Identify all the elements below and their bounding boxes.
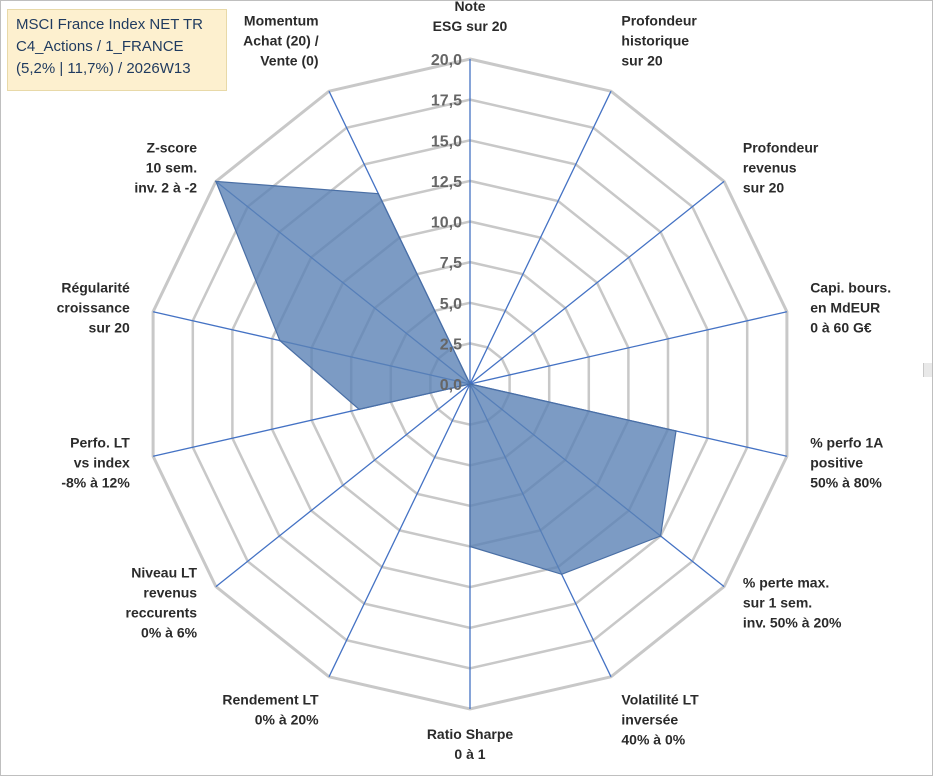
axis-label: Profondeur historique sur 20 [621, 13, 697, 69]
tick-label: 10,0 [431, 215, 462, 232]
tick-label: 0,0 [440, 377, 462, 394]
tick-label: 15,0 [431, 133, 462, 150]
axis-label-line: reccurents [126, 605, 198, 621]
series-point [377, 192, 380, 195]
axis-label-line: 0 à 1 [454, 746, 485, 762]
axis-label-line: sur 20 [621, 53, 662, 69]
axis-label-line: sur 1 sem. [743, 595, 812, 611]
axis-label-line: Achat (20) / [243, 33, 319, 49]
series-point [358, 408, 360, 411]
axis-label-line: 0% à 6% [141, 625, 198, 641]
axis-spoke [469, 180, 725, 385]
axis-label-line: positive [810, 455, 863, 471]
tick-label: 17,5 [431, 93, 462, 110]
series-point [469, 383, 471, 385]
series-point [560, 573, 563, 576]
axis-label-line: Momentum [244, 13, 319, 29]
scroll-handle[interactable] [923, 363, 932, 377]
tick-label: 5,0 [440, 296, 462, 313]
tick-label: 7,5 [440, 255, 462, 272]
axis-label: Perfo. LT vs index -8% à 12% [61, 435, 130, 491]
axis-label-line: Profondeur [743, 139, 819, 155]
axis-spoke [469, 90, 612, 385]
tick-label: 12,5 [431, 174, 462, 191]
axis-spoke [215, 383, 471, 588]
axis-label-line: inv. 50% à 20% [743, 615, 842, 631]
axis-label: Volatilité LT inversée 40% à 0% [621, 691, 699, 747]
axis-label-line: Capi. bours. [810, 279, 891, 295]
axis-label-line: ESG sur 20 [433, 18, 508, 34]
axis-label-line: en MdEUR [810, 299, 880, 315]
title-line-2: C4_Actions / 1_FRANCE [16, 38, 184, 55]
series-point [279, 339, 281, 342]
axis-label-line: -8% à 12% [61, 475, 130, 491]
axis-label: % perfo 1A positive 50% à 80% [810, 435, 883, 491]
axis-label-line: 0 à 60 G€ [810, 319, 872, 335]
axis-label-line: sur 20 [743, 179, 784, 195]
series-point [659, 535, 662, 537]
axis-label-line: vs index [74, 455, 130, 471]
axis-label-line: % perfo 1A [810, 435, 883, 451]
axis-label: Rendement LT 0% à 20% [222, 691, 319, 727]
axis-label-line: 0% à 20% [255, 711, 319, 727]
axis-label-line: Rendement LT [222, 691, 319, 707]
axis-label: Capi. bours. en MdEUR 0 à 60 G€ [810, 279, 891, 335]
axis-label: Note ESG sur 20 [433, 1, 508, 34]
axis-label: Momentum Achat (20) / Vente (0) [243, 13, 319, 69]
axis-spoke [328, 383, 471, 678]
axis-label-line: Ratio Sharpe [427, 726, 514, 742]
axis-label: Profondeur revenus sur 20 [743, 139, 819, 195]
axis-label-line: sur 20 [89, 319, 130, 335]
axis-label-line: % perte max. [743, 575, 829, 591]
series-point [469, 545, 471, 548]
axis-label-line: inv. 2 à -2 [134, 179, 197, 195]
axis-label-line: 40% à 0% [621, 731, 685, 747]
axis-label-line: revenus [743, 159, 797, 175]
axis-label-line: 10 sem. [146, 159, 197, 175]
axis-label-line: Niveau LT [131, 565, 197, 581]
title-line-3: (5,2% | 11,7%) / 2026W13 [16, 60, 191, 77]
axis-label: Régularité croissance sur 20 [57, 279, 130, 335]
axis-label-line: Perfo. LT [70, 435, 130, 451]
series-point [215, 180, 217, 183]
axis-label-line: 50% à 80% [810, 475, 882, 491]
axis-label: Z-score 10 sem. inv. 2 à -2 [134, 139, 197, 195]
series-point [675, 430, 677, 432]
axis-label: Ratio Sharpe 0 à 1 [427, 726, 514, 762]
axis-label-line: Note [454, 1, 485, 14]
radial-tick-labels: 0,0 2,5 5,0 7,5 10,0 12,5 15,0 17,5 20,0 [431, 52, 462, 394]
tick-label: 2,5 [440, 336, 462, 353]
chart-title-box: MSCI France Index NET TR C4_Actions / 1_… [7, 9, 227, 91]
title-line-1: MSCI France Index NET TR [16, 16, 204, 33]
axis-label: % perte max. sur 1 sem. inv. 50% à 20% [743, 575, 842, 631]
radar-series [214, 180, 677, 576]
axis-label-line: historique [621, 33, 689, 49]
axis-label-line: croissance [57, 299, 130, 315]
axis-spoke [469, 311, 788, 385]
axis-label-line: Profondeur [621, 13, 697, 29]
axis-label-line: Régularité [61, 279, 130, 295]
axis-label-line: Vente (0) [260, 53, 318, 69]
axis-label-line: inversée [621, 711, 678, 727]
axis-label: Niveau LT revenus reccurents 0% à 6% [126, 565, 198, 641]
axis-labels: Note ESG sur 20 Profondeur historique sur 20… [57, 1, 891, 762]
axis-label-line: Z-score [147, 139, 198, 155]
tick-label: 20,0 [431, 52, 462, 69]
axis-label-line: revenus [143, 585, 197, 601]
axis-label-line: Volatilité LT [621, 691, 699, 707]
